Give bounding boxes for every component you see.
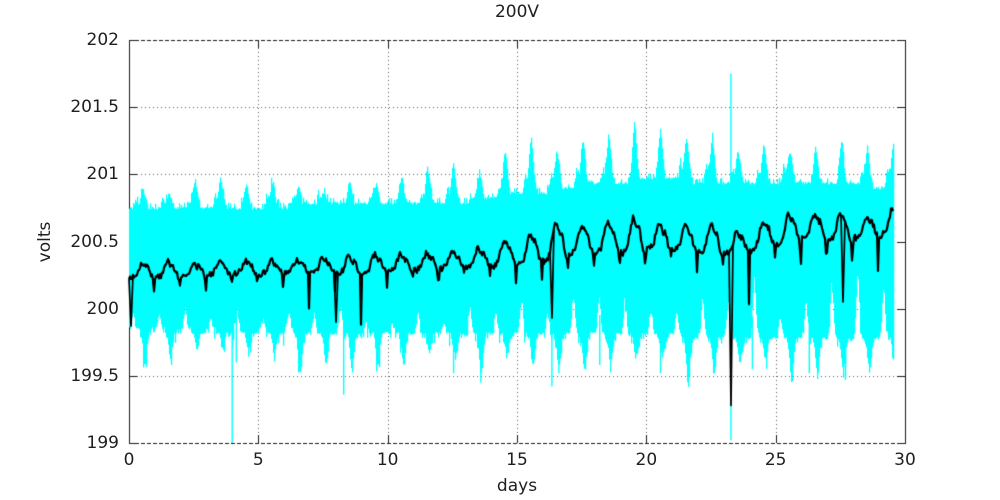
x-axis-label: days	[496, 476, 538, 496]
y-tick-label: 202	[86, 30, 119, 50]
y-tick-label: 199	[86, 433, 119, 453]
y-tick-label: 201	[86, 164, 119, 185]
chart-title: 200V	[494, 2, 540, 22]
x-tick-label: 30	[894, 450, 916, 470]
x-tick-label: 15	[506, 450, 528, 470]
x-tick-label: 0	[123, 450, 135, 470]
x-tick-label: 20	[635, 450, 658, 470]
x-tick-label: 5	[252, 450, 264, 470]
y-tick-label: 199.5	[70, 365, 119, 386]
x-tick-label: 25	[764, 450, 787, 470]
y-tick-label: 200	[86, 298, 119, 319]
x-tick-label: 10	[376, 450, 399, 470]
y-tick-label: 201.5	[70, 97, 119, 118]
y-tick-label: 200.5	[70, 231, 119, 252]
